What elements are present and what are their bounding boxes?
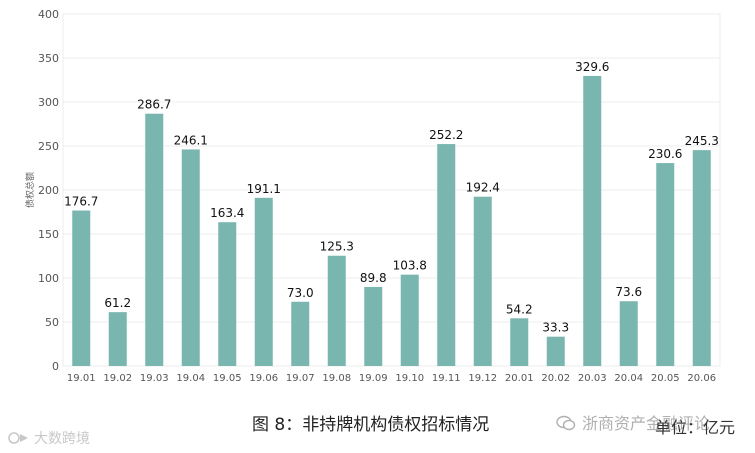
x-tick-label: 19.07: [286, 373, 315, 384]
bar: [656, 163, 675, 366]
data-label: 89.8: [360, 271, 387, 285]
x-tick-label: 19.12: [468, 373, 497, 384]
x-tick-label: 19.10: [395, 373, 424, 384]
bar: [327, 255, 346, 366]
data-label: 191.1: [247, 182, 281, 196]
x-tick-label: 19.08: [322, 373, 351, 384]
y-axis-title: 债权总额: [24, 172, 36, 208]
bar: [400, 274, 419, 366]
watermark-logo-icon: [8, 432, 28, 444]
bar: [473, 196, 492, 366]
watermark-right-text: 浙商资产金融评论: [582, 414, 711, 433]
data-label: 163.4: [210, 206, 244, 220]
x-tick-label: 19.06: [249, 373, 278, 384]
bar: [145, 113, 164, 366]
wechat-icon: [556, 415, 576, 431]
bar: [72, 210, 91, 366]
x-tick-label: 19.03: [140, 373, 169, 384]
bar: [181, 149, 200, 366]
x-tick-label: 19.04: [176, 373, 205, 384]
x-tick-label: 20.02: [541, 373, 570, 384]
bar: [218, 222, 237, 366]
y-tick-label: 0: [52, 360, 59, 373]
bar: [510, 318, 529, 366]
data-label: 286.7: [137, 98, 171, 112]
x-tick-label: 19.09: [359, 373, 388, 384]
bar-chart: 0 50 100 150 200 250 300 350 400 债权总额 176.7 19.01 61…: [24, 8, 721, 384]
bar: [291, 301, 310, 366]
data-label: 252.2: [429, 128, 463, 142]
data-label: 125.3: [320, 240, 354, 254]
y-tick-label: 300: [38, 96, 59, 109]
x-tick-label: 19.01: [67, 373, 96, 384]
y-tick-label: 50: [45, 316, 59, 329]
x-tick-label: 19.02: [103, 373, 132, 384]
data-label: 246.1: [174, 133, 208, 147]
data-label: 73.6: [615, 285, 642, 299]
watermark-left-text: 大数跨境: [34, 431, 90, 447]
x-tick-label: 20.03: [578, 373, 607, 384]
data-label: 176.7: [64, 195, 98, 209]
bar: [546, 336, 565, 366]
data-label: 245.3: [685, 134, 719, 148]
unit-label: 单位：亿元: [655, 418, 736, 437]
y-tick-label: 200: [38, 184, 59, 197]
bar: [108, 312, 127, 366]
bar: [437, 144, 456, 366]
x-tick-label: 20.06: [687, 373, 716, 384]
bar: [619, 301, 638, 366]
watermark-left: 大数跨境: [8, 428, 90, 448]
data-label: 73.0: [287, 286, 314, 300]
x-tick-label: 20.05: [651, 373, 680, 384]
x-tick-label: 19.11: [432, 373, 461, 384]
y-tick-label: 150: [38, 228, 59, 241]
y-tick-label: 350: [38, 52, 59, 65]
x-tick-label: 19.05: [213, 373, 242, 384]
bar: [364, 286, 383, 366]
x-tick-label: 20.01: [505, 373, 534, 384]
data-label: 103.8: [393, 259, 427, 273]
data-label: 54.2: [506, 302, 533, 316]
data-label: 192.4: [466, 181, 500, 195]
watermark-right: 浙商资产金融评论: [556, 410, 710, 434]
y-tick-label: 250: [38, 140, 59, 153]
data-label: 33.3: [542, 321, 569, 335]
y-tick-label: 400: [38, 8, 59, 21]
figure-caption: 图 8：非持牌机构债权招标情况: [252, 415, 490, 435]
data-label: 61.2: [104, 296, 131, 310]
data-label: 230.6: [648, 147, 682, 161]
bar: [254, 197, 273, 366]
bar: [692, 150, 711, 366]
x-tick-label: 20.04: [614, 373, 643, 384]
y-tick-label: 100: [38, 272, 59, 285]
bar: [583, 75, 602, 367]
data-label: 329.6: [575, 60, 609, 74]
